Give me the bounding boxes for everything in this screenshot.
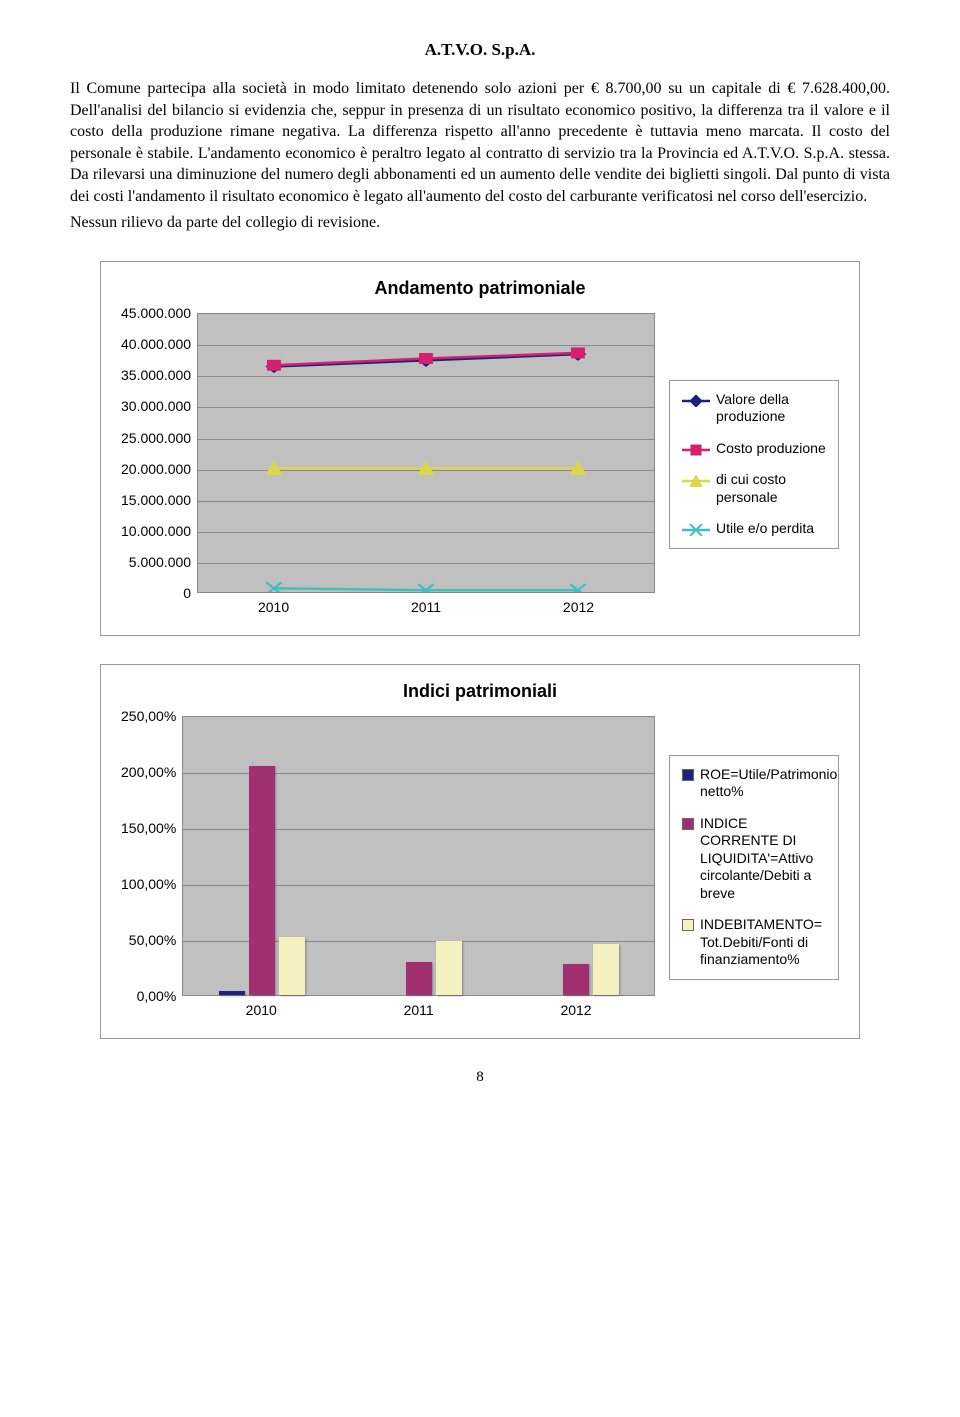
- bar-group: [219, 766, 305, 996]
- bar: [249, 766, 275, 996]
- y-tick-label: 0,00%: [137, 989, 177, 1003]
- y-tick-label: 45.000.000: [121, 306, 191, 320]
- page-number: 8: [70, 1069, 890, 1086]
- y-axis: 250,00% 200,00% 150,00% 100,00% 50,00% 0,00%: [121, 709, 182, 1003]
- body-paragraph: Nessun rilievo da parte del collegio di …: [70, 212, 890, 234]
- legend-label: Valore della produzione: [716, 391, 826, 426]
- legend-item: INDEBITAMENTO= Tot.Debiti/Fonti di finan…: [682, 916, 826, 969]
- bar: [406, 962, 432, 996]
- chart-title: Andamento patrimoniale: [121, 278, 839, 299]
- legend-label: di cui costo personale: [716, 471, 826, 506]
- x-tick-label: 2010: [246, 1002, 277, 1018]
- bar: [563, 964, 589, 995]
- y-tick-label: 25.000.000: [121, 431, 191, 445]
- bar-group: [533, 944, 619, 996]
- legend-label: Utile e/o perdita: [716, 520, 814, 538]
- chart-plot-area: [182, 716, 655, 996]
- x-tick-label: 2010: [258, 599, 289, 615]
- bar: [219, 991, 245, 995]
- chart-plot-area: [197, 313, 655, 593]
- y-tick-label: 150,00%: [121, 821, 176, 835]
- legend-item: Utile e/o perdita: [682, 520, 826, 538]
- chart-legend: ROE=Utile/Patrimonio netto% INDICE CORREN…: [669, 755, 839, 980]
- legend-label: INDEBITAMENTO= Tot.Debiti/Fonti di finan…: [700, 916, 826, 969]
- x-tick-label: 2012: [560, 1002, 591, 1018]
- y-tick-label: 200,00%: [121, 765, 176, 779]
- chart-andamento-patrimoniale: Andamento patrimoniale 45.000.000 40.000.…: [100, 261, 860, 636]
- y-tick-label: 40.000.000: [121, 337, 191, 351]
- bar: [436, 941, 462, 995]
- y-tick-label: 50,00%: [129, 933, 176, 947]
- legend-label: Costo produzione: [716, 440, 826, 458]
- y-tick-label: 5.000.000: [129, 555, 191, 569]
- bar: [593, 944, 619, 996]
- x-axis: 2010 2011 2012: [182, 1002, 655, 1018]
- y-tick-label: 20.000.000: [121, 462, 191, 476]
- x-tick-label: 2011: [404, 1002, 434, 1018]
- chart-title: Indici patrimoniali: [121, 681, 839, 702]
- legend-item: INDICE CORRENTE DI LIQUIDITA'=Attivo cir…: [682, 815, 826, 903]
- y-tick-label: 250,00%: [121, 709, 176, 723]
- legend-item: Costo produzione: [682, 440, 826, 458]
- y-axis: 45.000.000 40.000.000 35.000.000 30.000.000…: [121, 306, 197, 600]
- legend-label: INDICE CORRENTE DI LIQUIDITA'=Attivo cir…: [700, 815, 826, 903]
- page-title: A.T.V.O. S.p.A.: [70, 40, 890, 60]
- y-tick-label: 35.000.000: [121, 368, 191, 382]
- y-tick-label: 30.000.000: [121, 399, 191, 413]
- x-tick-label: 2012: [563, 599, 594, 615]
- bar: [279, 937, 305, 995]
- chart-legend: Valore della produzione Costo produzione d…: [669, 380, 839, 549]
- legend-item: di cui costo personale: [682, 471, 826, 506]
- x-axis: 2010 2011 2012: [197, 599, 655, 615]
- y-tick-label: 10.000.000: [121, 524, 191, 538]
- bar-group: [376, 941, 462, 995]
- legend-item: Valore della produzione: [682, 391, 826, 426]
- body-paragraph: Il Comune partecipa alla società in modo…: [70, 78, 890, 208]
- y-tick-label: 15.000.000: [121, 493, 191, 507]
- x-tick-label: 2011: [411, 599, 441, 615]
- legend-item: ROE=Utile/Patrimonio netto%: [682, 766, 826, 801]
- legend-label: ROE=Utile/Patrimonio netto%: [700, 766, 837, 801]
- y-tick-label: 100,00%: [121, 877, 176, 891]
- y-tick-label: 0: [183, 586, 191, 600]
- chart-indici-patrimoniali: Indici patrimoniali 250,00% 200,00% 150,00…: [100, 664, 860, 1039]
